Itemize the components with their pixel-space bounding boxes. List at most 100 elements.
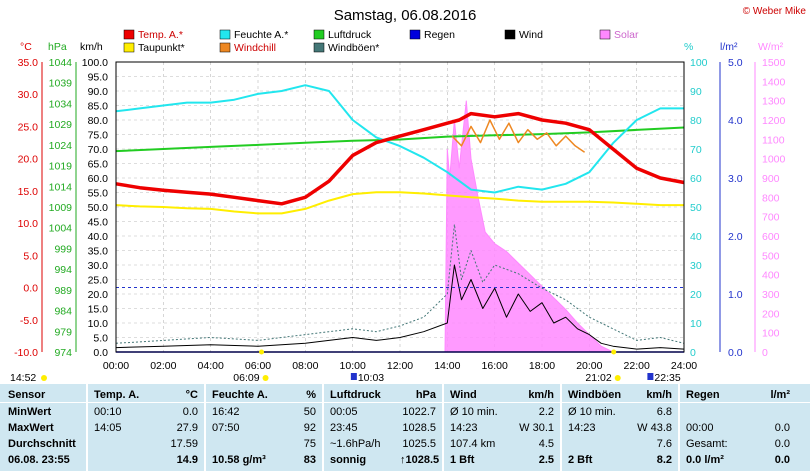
cell-temp-v: 27.9: [176, 422, 198, 434]
wind-unit: km/h: [528, 389, 554, 401]
cell-wind-v: 4.5: [538, 438, 554, 450]
tick-time: 12:00: [387, 360, 413, 372]
sunset-icon: [614, 375, 621, 381]
tick-celsius: 10.0: [18, 218, 39, 230]
cell-feu-v: 83: [303, 454, 316, 466]
now-label: 14:52: [10, 372, 36, 382]
cell-luft-v: ↑1028.5: [400, 454, 440, 466]
sunrise-label: 06:09: [233, 372, 259, 382]
legend-swatch-temp: [123, 29, 135, 40]
series-feuchte-a: [115, 84, 684, 194]
tick-hpa: 1039: [49, 78, 73, 90]
tick-kmh: 25.0: [88, 275, 109, 287]
sensor-header: Sensor: [8, 389, 46, 401]
series-windchill: [451, 119, 586, 153]
tick-kmh: 75.0: [88, 130, 109, 142]
cell-temp-t: 14:05: [94, 422, 122, 434]
cell-boe-m: W 43.8: [637, 422, 672, 434]
tick-celsius: 30.0: [18, 89, 39, 101]
cell-boe-v: 7.6: [656, 438, 672, 450]
cell-label: 06.08. 23:55: [8, 454, 70, 466]
series-taupunkt: [115, 191, 684, 215]
tick-lm2: 5.0: [728, 57, 743, 69]
tick-celsius: 5.0: [23, 250, 38, 262]
legend-swatch-windchill: [219, 42, 231, 53]
cell-boe-t: Ø 10 min.: [568, 406, 616, 418]
tick-kmh: 85.0: [88, 101, 109, 113]
chart-legend: Temp. A.*Taupunkt* Feuchte A.*Windchill Lu…: [123, 29, 639, 54]
tick-wm2: 1400: [762, 76, 786, 88]
stats-row: MinWert 00:10 0.0 16:42 50 00:05 1022.7 Ø 10 mi…: [0, 405, 810, 420]
tick-wm2: 800: [762, 192, 780, 204]
cell-feu-v: 50: [303, 406, 316, 418]
tick-hpa: 1044: [49, 57, 73, 69]
cell-wind-t: 107.4 km: [450, 438, 496, 450]
tick-kmh: 100.0: [82, 57, 108, 69]
cell-boe-v: 8.2: [656, 454, 672, 466]
tick-hpa: 1004: [49, 223, 73, 235]
cell-luft-v: 1028.5: [402, 422, 436, 434]
tick-celsius: 0.0: [23, 283, 38, 295]
sun-marker: [259, 349, 265, 355]
moonset-icon: [647, 373, 654, 380]
boeen-header: Windböen: [568, 389, 622, 401]
tick-hpa: 974: [54, 347, 72, 359]
tick-percent: 80: [690, 115, 702, 127]
legend-label-taupunkt: Taupunkt*: [138, 42, 185, 54]
luft-unit: hPa: [415, 389, 436, 401]
feuchte-unit: %: [306, 389, 316, 401]
cell-label: Durchschnitt: [8, 438, 76, 450]
legend-label-solar: Solar: [614, 29, 639, 41]
tick-celsius: 25.0: [18, 121, 39, 133]
cell-temp-v: 14.9: [176, 454, 198, 466]
tick-time: 00:00: [103, 360, 129, 372]
tick-time: 22:00: [624, 360, 650, 372]
tick-percent: 20: [690, 289, 702, 301]
tick-wm2: 400: [762, 270, 780, 282]
tick-hpa: 1014: [49, 181, 73, 193]
tick-percent: 40: [690, 231, 702, 243]
tick-kmh: 60.0: [88, 173, 109, 185]
tick-hpa: 1009: [49, 202, 73, 214]
legend-swatch-luftdruck: [313, 29, 325, 40]
unit-percent: %: [684, 41, 693, 53]
tick-percent: 90: [690, 86, 702, 98]
tick-lm2: 0.0: [728, 347, 743, 359]
cell-wind-v: 2.5: [538, 454, 554, 466]
tick-percent: 0: [690, 347, 696, 359]
cell-feu-t: 16:42: [212, 406, 240, 418]
unit-lm2: l/m²: [720, 41, 738, 53]
cell-temp-t: 00:10: [94, 406, 122, 418]
legend-swatch-wind: [504, 29, 516, 40]
tick-kmh: 15.0: [88, 304, 109, 316]
series-windböen: [115, 223, 685, 344]
feuchte-header: Feuchte A.: [212, 389, 268, 401]
tick-kmh: 20.0: [88, 289, 109, 301]
series-solar-area: [116, 100, 684, 353]
tick-wm2: 0: [762, 347, 768, 359]
tick-percent: 30: [690, 260, 702, 272]
series-temp-a: [115, 111, 685, 206]
tick-kmh: 55.0: [88, 188, 109, 200]
tick-lm2: 2.0: [728, 231, 743, 243]
sunset-label: 21:02: [585, 372, 611, 382]
temp-unit: °C: [185, 389, 198, 401]
tick-wm2: 200: [762, 308, 780, 320]
temp-header: Temp. A.: [94, 389, 140, 401]
tick-wm2: 1200: [762, 115, 786, 127]
axis-units: °C hPa km/h% l/m² W/m²: [20, 41, 784, 53]
tick-celsius: 35.0: [18, 57, 39, 69]
legend-swatch-windboeen: [313, 42, 325, 53]
cell-label: MinWert: [8, 406, 52, 418]
legend-swatch-solar: [599, 29, 611, 40]
cell-wind-t: 14:23: [450, 422, 478, 434]
cell-wind-t: Ø 10 min.: [450, 406, 498, 418]
tick-time: 08:00: [292, 360, 318, 372]
tick-kmh: 0.0: [93, 347, 108, 359]
cell-luft-v: 1022.7: [402, 406, 436, 418]
tick-kmh: 95.0: [88, 72, 109, 84]
cell-boe-t: 14:23: [568, 422, 596, 434]
cell-temp-v: 0.0: [182, 406, 198, 418]
legend-swatch-regen: [409, 29, 421, 40]
cell-reg-t: Gesamt:: [686, 438, 728, 450]
